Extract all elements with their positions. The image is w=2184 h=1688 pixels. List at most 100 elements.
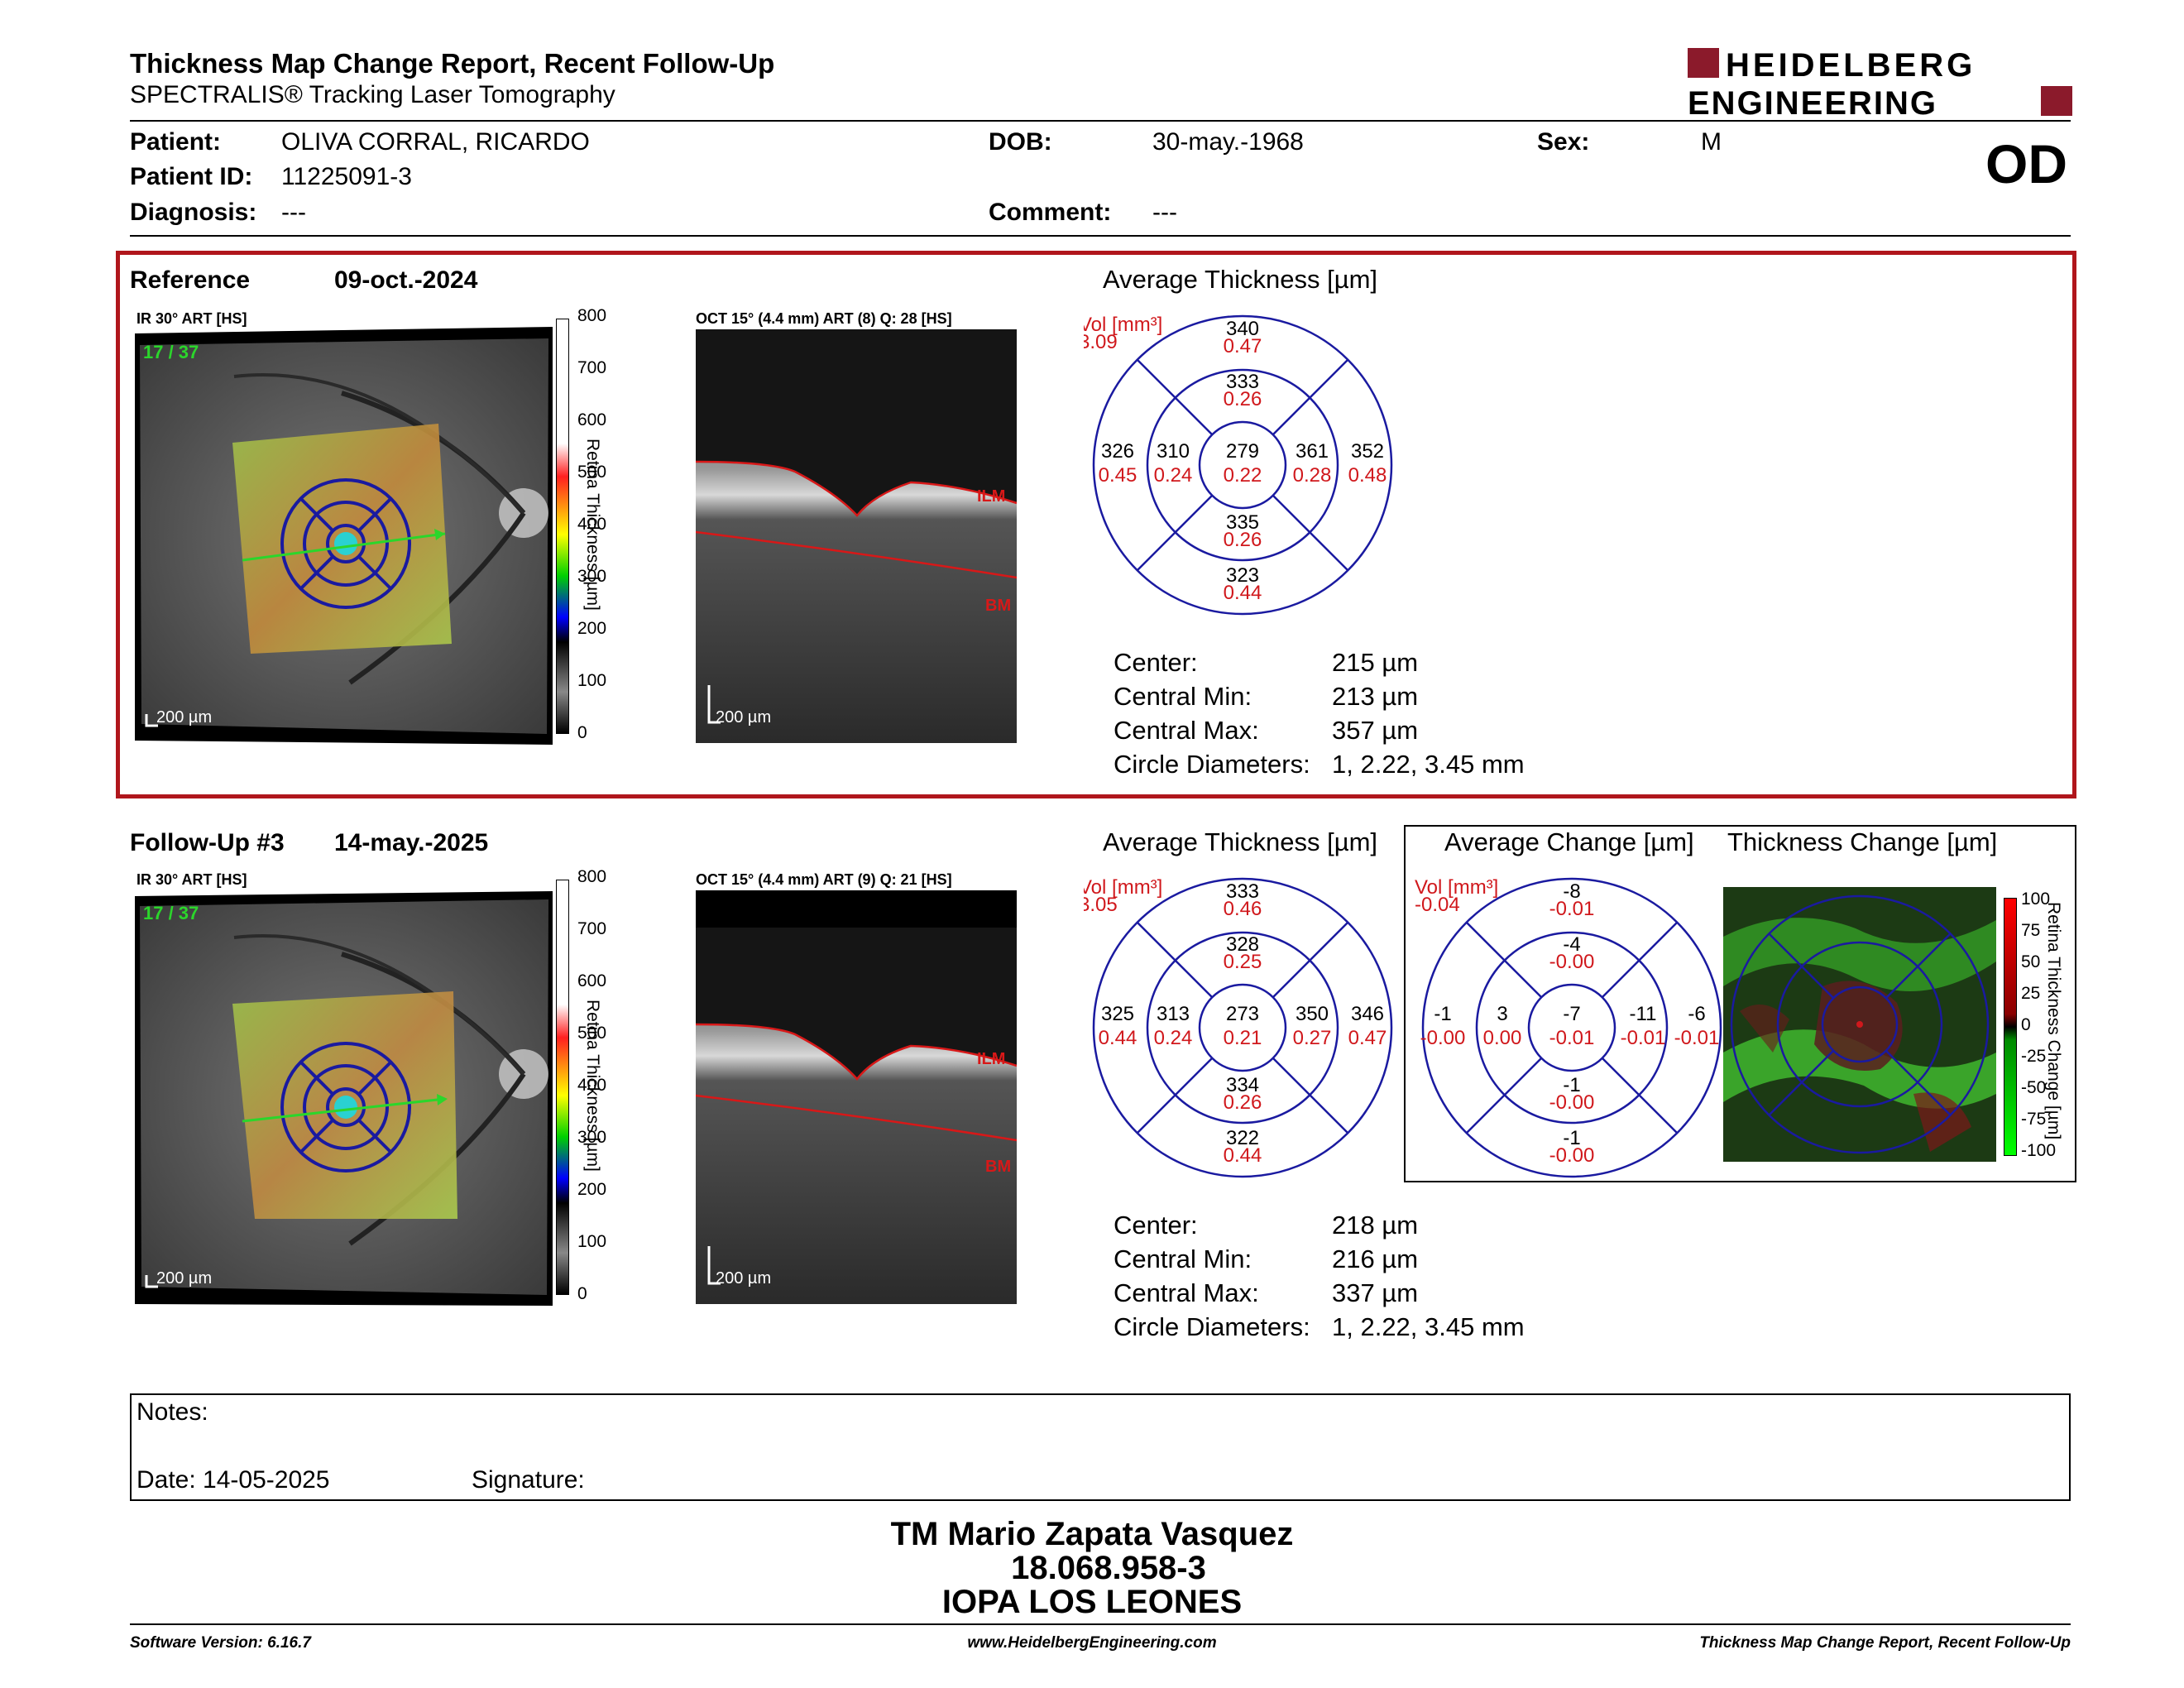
- reference-oct-bscan: ILM BM 200 µm: [696, 329, 1017, 743]
- inner-right-volume: 0.28: [1293, 464, 1332, 487]
- followup-etdrs-grid: Vol [mm³] 3.05 333 0.46 328 0.25 273 0.2…: [1084, 876, 1393, 1178]
- outer-top-thickness: 340: [1226, 318, 1259, 340]
- inner-bottom-thickness: 334: [1226, 1074, 1259, 1096]
- heidelberg-logo: HEIDELBERG ENGINEERING: [1688, 47, 2072, 119]
- diagnosis-label: Diagnosis:: [130, 199, 257, 226]
- stat-label: Circle Diameters:: [1114, 1312, 1310, 1341]
- inner-left-thickness: 313: [1157, 1003, 1190, 1025]
- patient-name: OLIVA CORRAL, RICARDO: [281, 128, 590, 156]
- website-link[interactable]: www.HeidelbergEngineering.com: [967, 1634, 1217, 1652]
- signer-org: IOPA LOS LEONES: [941, 1584, 1243, 1620]
- outer-left-volume: 0.45: [1099, 464, 1138, 487]
- reference-vol-label: Vol [mm³]: [1084, 314, 1162, 336]
- inner-top-change: -4: [1563, 933, 1580, 956]
- inner-left-thickness: 310: [1157, 440, 1190, 463]
- tick: 400: [577, 1076, 607, 1095]
- stat-value: 216 µm: [1332, 1244, 1419, 1273]
- thickness-change-map: [1723, 887, 1996, 1162]
- reference-oct-title: OCT 15° (4.4 mm) ART (8) Q: 28 [HS]: [696, 310, 952, 327]
- tick: 500: [577, 463, 607, 482]
- outer-bottom-volume: 0.44: [1224, 1144, 1262, 1167]
- stat-value: 337 µm: [1332, 1278, 1419, 1307]
- outer-right-change: -6: [1688, 1003, 1705, 1025]
- followup-colorbar-axis-label: Retina Thickness [µm]: [583, 1000, 602, 1172]
- outer-right-volume: 0.48: [1348, 464, 1387, 487]
- outer-left-thickness: 326: [1101, 440, 1134, 463]
- followup-label: Follow-Up #3: [130, 829, 285, 856]
- reference-etdrs-grid: Vol [mm³] 3.09 340 0.47 333 0.26 279 0.2…: [1084, 314, 1393, 616]
- stat-value: 357 µm: [1332, 716, 1419, 745]
- stat-label: Central Max:: [1114, 1278, 1259, 1307]
- outer-bottom-thickness: 322: [1226, 1127, 1259, 1149]
- followup-avg-title: Average Thickness [µm]: [1103, 827, 1378, 856]
- tick: -50: [2021, 1078, 2047, 1097]
- report-subtitle: SPECTRALIS® Tracking Laser Tomography: [130, 81, 615, 108]
- stat-label: Central Min:: [1114, 1244, 1252, 1273]
- outer-left-change: -1: [1434, 1003, 1451, 1025]
- reference-avg-title: Average Thickness [µm]: [1103, 265, 1378, 294]
- outer-bottom-change: -1: [1563, 1127, 1580, 1149]
- outer-top-volume: 0.47: [1224, 335, 1262, 357]
- outer-right-volume-change: -0.01: [1674, 1027, 1720, 1049]
- outer-bottom-volume: 0.44: [1224, 582, 1262, 604]
- center-volume: 0.22: [1224, 464, 1262, 487]
- center-thickness: 273: [1226, 1003, 1259, 1025]
- thickness-change-title: Thickness Change [µm]: [1727, 827, 1998, 856]
- followup-oct-bscan: ILM BM 200 µm: [696, 890, 1017, 1304]
- dob-value: 30-may.-1968: [1152, 128, 1304, 156]
- change-vol-label: Vol [mm³]: [1415, 876, 1498, 899]
- notes-box[interactable]: [130, 1393, 2071, 1501]
- change-colorbar-axis-label: Retina Thickness Change [µm]: [2044, 902, 2063, 1140]
- change-vol-value: -0.04: [1415, 894, 1460, 916]
- patient-id-label: Patient ID:: [130, 163, 253, 190]
- average-change-grid: Vol [mm³] -0.04 -8 -0.01 -4 -0.00 -7 -0.…: [1415, 876, 1722, 1178]
- outer-right-volume: 0.47: [1348, 1027, 1387, 1049]
- followup-fundus-image: 17 / 37 200 µm: [135, 891, 553, 1306]
- reference-ir-counter: 17 / 37: [143, 342, 199, 362]
- reference-oct-scale: 200 µm: [716, 708, 771, 727]
- followup-oct-title: OCT 15° (4.4 mm) ART (9) Q: 21 [HS]: [696, 871, 952, 888]
- tick: 0: [577, 723, 587, 742]
- tick: 300: [577, 1128, 607, 1147]
- logo-line1: HEIDELBERG: [1726, 47, 1976, 84]
- outer-right-thickness: 352: [1351, 440, 1384, 463]
- followup-ir-scale: 200 µm: [156, 1269, 212, 1288]
- inner-bottom-volume: 0.26: [1224, 1091, 1262, 1114]
- reference-fundus-image: 17 / 37 200 µm: [135, 327, 553, 745]
- outer-left-volume-change: -0.00: [1420, 1027, 1466, 1049]
- tick: 50: [2021, 952, 2041, 971]
- outer-right-thickness: 346: [1351, 1003, 1384, 1025]
- dob-label: DOB:: [989, 128, 1052, 156]
- stat-label: Center:: [1114, 1211, 1198, 1240]
- outer-top-thickness: 333: [1226, 880, 1259, 903]
- tick: -25: [2021, 1047, 2047, 1066]
- inner-left-volume-change: 0.00: [1483, 1027, 1522, 1049]
- reference-vol-value: 3.09: [1084, 331, 1118, 353]
- reference-bm-label: BM: [985, 597, 1011, 615]
- tick: 75: [2021, 921, 2041, 940]
- followup-colorbar-ticks: 800 700 600 500 400 300 200 100 0: [577, 867, 611, 1306]
- reference-label: Reference: [130, 266, 251, 294]
- inner-right-volume-change: -0.01: [1621, 1027, 1666, 1049]
- followup-ir-title: IR 30° ART [HS]: [136, 871, 247, 888]
- followup-bm-label: BM: [985, 1158, 1011, 1176]
- followup-date: 14-may.-2025: [334, 829, 489, 856]
- change-box: [1404, 825, 2076, 1182]
- stat-value: 1, 2.22, 3.45 mm: [1332, 750, 1525, 779]
- notes-date: Date: 14-05-2025: [136, 1466, 330, 1494]
- reference-ir-scale: 200 µm: [156, 708, 212, 727]
- stat-value: 213 µm: [1332, 682, 1419, 711]
- tick: 100: [2021, 890, 2051, 909]
- stat-label: Center:: [1114, 648, 1198, 677]
- comment-label: Comment:: [989, 199, 1112, 226]
- inner-left-volume: 0.24: [1154, 1027, 1193, 1049]
- followup-thickness-colorbar: [556, 880, 569, 1295]
- signature-label: Signature:: [472, 1466, 585, 1494]
- outer-left-volume: 0.44: [1099, 1027, 1138, 1049]
- stat-value: 215 µm: [1332, 648, 1419, 677]
- footer-report-name: Thickness Map Change Report, Recent Foll…: [1699, 1634, 2071, 1652]
- stat-label: Circle Diameters:: [1114, 750, 1310, 779]
- tick: 300: [577, 567, 607, 586]
- stat-label: Central Min:: [1114, 682, 1252, 711]
- inner-top-volume: 0.26: [1224, 388, 1262, 410]
